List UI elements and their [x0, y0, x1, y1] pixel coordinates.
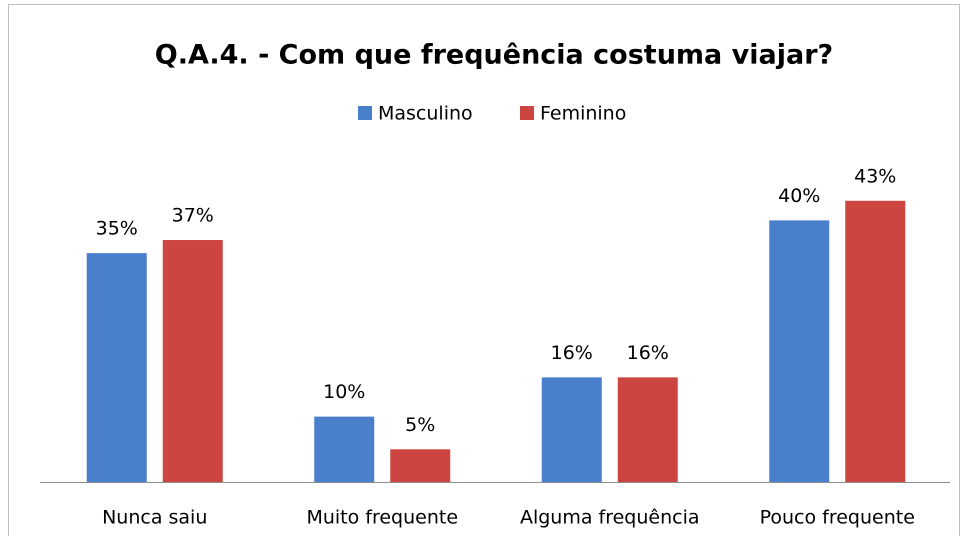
bar: [769, 220, 830, 482]
value-label: 16%: [551, 342, 593, 364]
bar: [541, 377, 602, 482]
value-label: 40%: [778, 185, 820, 207]
legend-swatch: [358, 106, 372, 120]
bar: [617, 377, 678, 482]
bar: [86, 253, 147, 482]
legend-swatch: [520, 106, 534, 120]
value-label: 5%: [405, 414, 435, 436]
bar: [390, 449, 451, 482]
legend-label: Masculino: [378, 103, 473, 125]
value-label: 10%: [323, 381, 365, 403]
bar: [314, 416, 375, 482]
value-label: 16%: [627, 342, 669, 364]
bar: [845, 200, 906, 482]
x-tick-label: Pouco frequente: [760, 507, 915, 529]
value-label: 43%: [854, 165, 896, 187]
value-label: 37%: [172, 205, 214, 227]
legend-label: Feminino: [540, 103, 626, 125]
chart-title: Q.A.4. - Com que frequência costuma viaj…: [155, 40, 833, 71]
value-label: 35%: [96, 218, 138, 240]
x-tick-label: Nunca saiu: [102, 507, 207, 529]
x-tick-label: Alguma frequência: [520, 507, 700, 529]
x-tick-label: Muito frequente: [306, 507, 458, 529]
bar: [162, 240, 223, 482]
